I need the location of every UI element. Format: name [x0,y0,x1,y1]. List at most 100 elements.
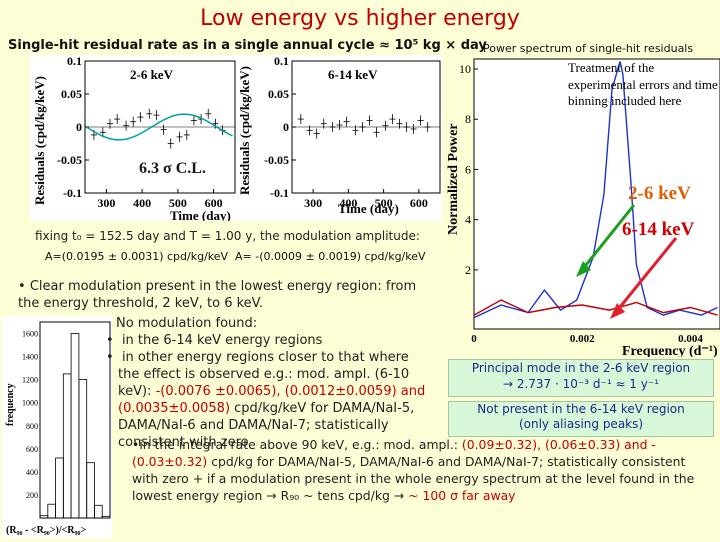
hist-ytick-label: 1600 [22,330,38,339]
integral-rate-text: •in the integral rate above 90 keV, e.g.… [132,436,712,504]
label-6-14-kev: 6-14 keV [622,219,695,240]
res-points-2 [292,114,440,139]
ps-xtick-label: 0 [471,333,477,345]
no-modulation-block: No modulation found: • in the 6-14 keV e… [106,315,426,451]
subtitle: Single-hit residual rate as in a single … [8,38,487,53]
hist-ytick-label: 1000 [22,399,38,408]
res-points-1 [85,108,235,149]
box1-line2: → 2.737 · 10⁻³ d⁻¹ ≈ 1 y⁻¹ [502,377,660,391]
principal-mode-box: Principal mode in the 2-6 keV region → 2… [448,359,714,397]
label-2-6-kev: 2-6 keV [628,183,691,204]
xtick-label: 500 [169,196,187,210]
hist-bars [39,333,111,519]
residuals-figure: Residuals (cpd/kg/keV) 2-6 keV 0.1 0.05 0 -… [30,54,442,223]
not-present-box: Not present in the 6-14 keV region (only… [448,401,714,437]
ytick-label: 0 [283,120,289,134]
arrow-2-6 [580,204,636,271]
no-mod-bullet-1: • in the 6-14 keV energy regions [106,332,426,349]
ps-ytick-label: 8 [465,112,471,126]
arrow-6-14 [614,237,678,313]
integ-text-c: ~ 100 σ far away [408,488,516,503]
ytick-label: 0.1 [274,55,289,68]
hist-ytick-label: 1400 [22,353,38,362]
ytick-label: -0.1 [63,186,82,200]
amplitude-6-14: A= -(0.0009 ± 0.0019) cpd/kg/keV [235,250,426,263]
ytick-label: -0.05 [264,153,289,167]
hist-yticks: 1600 1400 1200 1000 800 600 400 200 [22,330,38,500]
box1-line1: Principal mode in the 2-6 keV region [471,361,691,375]
ps-ylabel: Normalized Power [446,123,461,235]
ps-plot-area [473,58,720,330]
hist-bar [94,504,103,519]
xlabel-2: Time (day) [338,201,399,216]
xtick-label: 300 [304,196,322,210]
hist-ylabel: frequency [5,383,16,426]
box2-line2: (only aliasing peaks) [518,417,644,431]
left-ylabel-1: Residuals (cpd/kg/keV) [32,76,47,205]
bullet-dot: • [106,333,122,348]
cl-label: 6.3 σ C.L. [139,160,206,177]
res-panel-label-1: 2-6 keV [130,67,174,82]
ytick-label: -0.05 [57,153,82,167]
hist-bar [101,515,111,519]
hist-ytick-label: 600 [26,445,38,454]
hist-xlabel: (R₉₀ - <R₉₀>)/<R₉₀> [6,525,87,536]
no-mod-bullet-2-text-b: cpd/kg/keV for DAMA/NaI-5, DAMA/NaI-6 an… [118,401,415,450]
bullet-dot: • [106,350,122,365]
ytick-label: 0 [76,120,82,134]
ytick-label: -0.1 [270,186,289,200]
integ-text-b: cpd/kg for DAMA/NaI-5, DAMA/NaI-6 and DA… [132,454,695,503]
integ-text-a: in the integral rate above 90 keV, e.g.:… [139,437,458,452]
ytick-label: 0.1 [67,55,82,68]
ps-xlabel: Frequency (d⁻¹) [622,344,718,357]
hist-bar [78,379,88,519]
bullet-dot: • [18,279,30,294]
box2-line1: Not present in the 6-14 keV region [477,402,685,416]
hist-ytick-label: 1200 [22,376,38,385]
yticks-1: 0.1 0.05 0 -0.05 -0.1 [57,54,89,200]
residuals-svg: Residuals (cpd/kg/keV) 2-6 keV 0.1 0.05 0 -… [32,54,441,223]
xticks-1: 300 400 500 600 [97,189,223,210]
bullet-clear-modulation: • Clear modulation present in the lowest… [18,278,438,312]
ps-xtick-label: 0.004 [678,333,703,345]
ps-yticks: 10 8 6 4 2 [459,62,478,277]
left-ylabel-2: Residuals (cpd/kg/keV) [237,66,252,195]
yticks-2: 0.1 0.05 0 -0.05 -0.1 [264,54,296,200]
xtick-label: 300 [97,196,115,210]
arrow-6-14-head [610,303,625,319]
ps-ytick-label: 2 [465,263,471,277]
ps-xticks: 0 0.002 0.004 [471,333,703,345]
power-spectrum-title: Power spectrum of single-hit residuals [483,42,694,55]
no-mod-title: No modulation found: [116,316,258,331]
no-mod-bullet-2-text-a: in other energy regions closer to that w… [118,350,410,399]
xtick-label: 400 [133,196,151,210]
treatment-note: Treatment of the experimental errors and… [568,60,718,108]
histogram-figure: frequency 1600 1400 1200 1000 800 600 400 200 (… [2,316,112,538]
fixing-text: fixing t₀ = 152.5 day and T = 1.00 y, th… [35,229,420,243]
amplitude-2-6: A=(0.0195 ± 0.0031) cpd/kg/keV [45,250,229,263]
hist-ytick-label: 200 [26,491,38,500]
xtick-label: 500 [375,196,393,210]
ps-curve-6-14 [473,299,718,316]
cosine-fit-curve [86,113,233,141]
page-title: Low energy vs higher energy [200,6,520,31]
xtick-label: 600 [410,196,428,210]
no-mod-values: -(0.0076 ±0.0065), (0.0012±0.0059) and (… [118,384,426,416]
no-mod-bullet-2: • in other energy regions closer to that… [106,349,426,451]
ytick-label: 0.05 [61,87,82,101]
arrow-2-6-head [576,261,591,277]
bullet-dot: • [132,437,140,452]
ps-ytick-label: 4 [465,213,471,227]
ps-ytick-label: 10 [459,62,471,76]
xtick-label: 600 [205,196,223,210]
histogram-svg: frequency 1600 1400 1200 1000 800 600 400 200 (… [5,321,111,536]
hist-plot-area [39,321,111,519]
power-spectrum-figure: Normalized Power 10 8 6 4 2 0 0.002 0.004 Freq… [444,55,720,359]
xtick-label: 400 [339,196,357,210]
hist-ytick-label: 800 [26,422,38,431]
integ-values: (0.09±0.32), (0.06±0.33) and -(0.03±0.32… [132,437,656,469]
no-mod-bullet-1-text: in the 6-14 keV energy regions [121,333,323,348]
hist-ytick-label: 400 [26,468,38,477]
ps-ytick-label: 6 [465,162,471,176]
res-panel-label-2: 6-14 keV [328,67,378,82]
